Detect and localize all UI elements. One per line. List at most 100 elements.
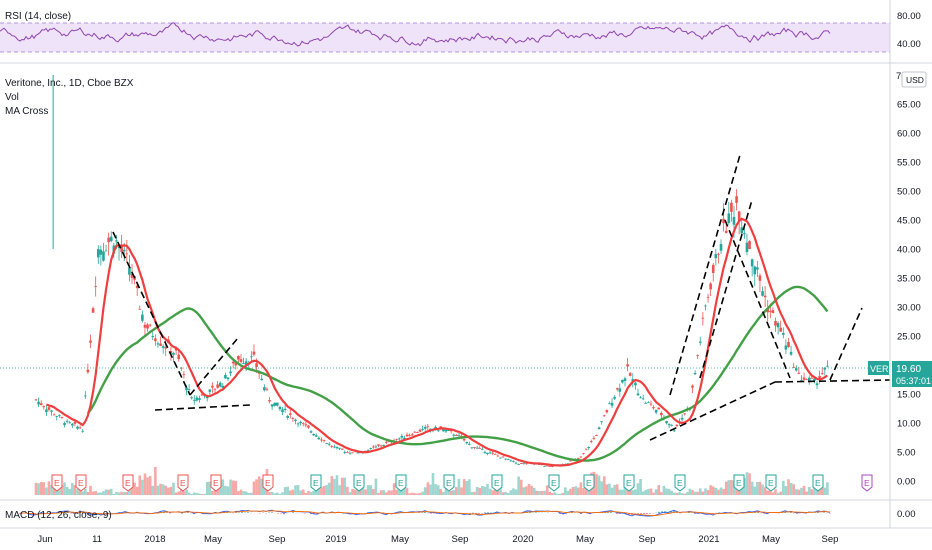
earnings-marker[interactable] <box>75 474 87 492</box>
candle-body <box>190 397 193 399</box>
volume-bar <box>200 494 204 495</box>
candle-body <box>229 371 232 374</box>
trendline-segment[interactable] <box>699 199 753 379</box>
candle-body <box>138 308 142 310</box>
trendline-segment[interactable] <box>669 154 741 396</box>
volume-bar <box>143 473 147 495</box>
earnings-letter: E <box>78 478 84 488</box>
macd-histogram-bar <box>481 513 483 514</box>
volume-bar <box>452 490 456 495</box>
candle-body <box>60 417 64 418</box>
candle-body <box>408 434 411 436</box>
volume-bar <box>387 490 391 495</box>
earnings-marker[interactable] <box>51 474 63 492</box>
trendline-segment[interactable] <box>189 337 239 396</box>
macd-histogram-bar <box>34 513 36 514</box>
earnings-marker[interactable] <box>491 474 503 492</box>
candle-body <box>649 403 653 405</box>
volume-bar <box>766 490 770 495</box>
volume-bar <box>439 489 443 495</box>
earnings-marker[interactable] <box>443 474 455 492</box>
volume-bar <box>68 488 72 495</box>
earnings-marker[interactable] <box>674 474 686 492</box>
candle-body <box>509 460 513 462</box>
price-tick-label: 5.00 <box>897 448 916 459</box>
candle-body <box>122 249 126 252</box>
volume-bar <box>115 491 118 495</box>
volume-bar <box>706 490 710 495</box>
volume-bar <box>314 490 318 495</box>
macd-histogram-bar <box>241 511 243 513</box>
earnings-marker[interactable] <box>262 474 274 492</box>
macd-histogram-bar <box>475 513 477 514</box>
volume-bar <box>130 482 134 495</box>
candle-body <box>273 402 277 406</box>
candle-body <box>680 417 684 420</box>
macd-histogram-bar <box>19 513 21 514</box>
candle-body <box>789 351 793 355</box>
trendline-segment[interactable] <box>154 404 251 411</box>
volume-bar <box>361 487 365 495</box>
volume-bar <box>273 493 277 495</box>
trendline-segment[interactable] <box>774 379 891 383</box>
time-axis-label: 11 <box>92 534 102 545</box>
trendline-segment[interactable] <box>649 381 776 441</box>
volume-bar <box>351 489 354 495</box>
earnings-marker[interactable] <box>353 474 365 492</box>
earnings-marker[interactable] <box>122 474 134 492</box>
volume-bar <box>299 490 302 495</box>
candle-body <box>447 430 450 432</box>
trendline-segment[interactable] <box>112 231 191 396</box>
candle-body <box>610 402 614 406</box>
volume-bar <box>717 489 720 495</box>
macd-histogram-bar <box>604 512 606 513</box>
candle-body <box>291 417 295 419</box>
volume-bar <box>577 487 580 495</box>
macd-histogram-bar <box>823 512 825 513</box>
earnings-marker[interactable] <box>623 474 635 492</box>
price-tick-label: 60.00 <box>897 129 921 140</box>
earnings-marker[interactable] <box>395 474 407 492</box>
earnings-marker[interactable] <box>177 474 189 492</box>
candle-body <box>577 457 580 459</box>
candle-body <box>234 362 238 366</box>
candle-body <box>647 402 650 404</box>
volume-bar <box>102 491 105 495</box>
candle-body <box>374 446 378 448</box>
candle-body <box>787 341 790 348</box>
time-axis-label: May <box>204 534 222 545</box>
candle-body <box>608 403 611 405</box>
earnings-marker[interactable] <box>733 474 745 492</box>
trendline-segment[interactable] <box>829 307 863 381</box>
candle-body <box>312 433 315 436</box>
earnings-marker[interactable] <box>861 474 873 492</box>
candle-body <box>263 387 266 391</box>
macd-histogram-bar <box>277 513 279 514</box>
volume-bar <box>551 492 554 495</box>
candle-body <box>208 389 212 392</box>
volume-bar <box>99 492 103 495</box>
candle-body <box>120 244 123 252</box>
volume-bar <box>296 485 300 495</box>
earnings-marker[interactable] <box>812 474 824 492</box>
currency-badge[interactable] <box>901 71 927 88</box>
trendline-segment[interactable] <box>724 219 791 379</box>
earnings-marker[interactable] <box>765 474 777 492</box>
volume-bar <box>73 485 77 495</box>
candle-body <box>644 402 648 404</box>
earnings-marker[interactable] <box>583 474 595 492</box>
volume-bar <box>120 491 123 495</box>
volume-bar <box>473 491 476 495</box>
earnings-marker[interactable] <box>210 474 222 492</box>
macd-histogram-bar <box>535 512 537 513</box>
ma-fast-line <box>46 217 829 467</box>
candle-body <box>343 451 347 453</box>
earnings-marker[interactable] <box>310 474 322 492</box>
candle-body <box>99 249 103 255</box>
volume-bar <box>465 480 469 495</box>
candle-body <box>265 388 269 390</box>
volume-bar <box>641 491 645 495</box>
candle-body <box>592 438 596 439</box>
earnings-marker[interactable] <box>548 474 560 492</box>
rsi-title: RSI (14, close) <box>5 11 71 22</box>
